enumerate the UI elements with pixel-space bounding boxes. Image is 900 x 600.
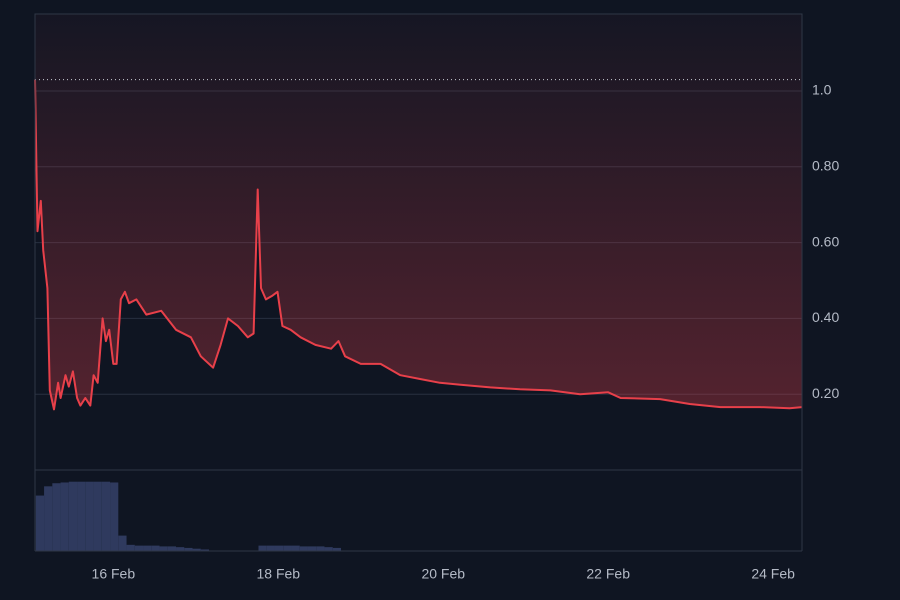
volume-bar bbox=[143, 545, 152, 551]
y-tick-label: 0.40 bbox=[812, 309, 839, 325]
volume-bar bbox=[35, 495, 45, 551]
x-tick-label: 20 Feb bbox=[421, 566, 465, 582]
volume-bar bbox=[274, 545, 284, 551]
volume-bar bbox=[118, 535, 127, 551]
volume-bar bbox=[316, 546, 325, 551]
area-fill bbox=[35, 14, 802, 410]
price-pane-border bbox=[34, 13, 803, 471]
volume-bar bbox=[266, 545, 275, 551]
x-tick-label: 24 Feb bbox=[751, 566, 795, 582]
volume-bar bbox=[159, 546, 168, 551]
y-tick-label: 0.60 bbox=[812, 233, 839, 249]
price-line bbox=[34, 79, 803, 411]
volume-bar bbox=[324, 547, 333, 551]
volume-bar bbox=[60, 482, 69, 551]
volume-bar bbox=[85, 481, 94, 551]
volume-bar bbox=[52, 483, 61, 551]
volume-bar bbox=[192, 548, 201, 551]
volume-bar bbox=[200, 549, 210, 551]
volume-bar bbox=[258, 545, 267, 551]
x-tick-label: 16 Feb bbox=[92, 566, 136, 582]
volume-bar bbox=[291, 545, 300, 551]
volume-bar bbox=[299, 546, 308, 551]
volume-bar bbox=[176, 547, 185, 551]
volume-bar bbox=[93, 481, 102, 551]
x-tick-label: 22 Feb bbox=[586, 566, 630, 582]
volume-bar bbox=[332, 547, 341, 551]
y-tick-label: 0.80 bbox=[812, 157, 839, 173]
volume-bar bbox=[101, 481, 111, 551]
volume-bar bbox=[184, 547, 193, 551]
volume-bar bbox=[110, 482, 119, 551]
volume-bar bbox=[151, 545, 160, 551]
volume-bar bbox=[68, 481, 78, 551]
x-tick-label: 18 Feb bbox=[256, 566, 300, 582]
volume-bar bbox=[126, 544, 135, 551]
volume-bar bbox=[283, 545, 292, 551]
volume-bar bbox=[44, 486, 53, 551]
volume-bar bbox=[307, 546, 317, 551]
y-tick-label: 1.0 bbox=[812, 82, 832, 98]
y-tick-label: 0.20 bbox=[812, 385, 839, 401]
volume-bar bbox=[77, 481, 86, 551]
volume-bar bbox=[134, 545, 144, 551]
volume-bar bbox=[167, 546, 177, 551]
